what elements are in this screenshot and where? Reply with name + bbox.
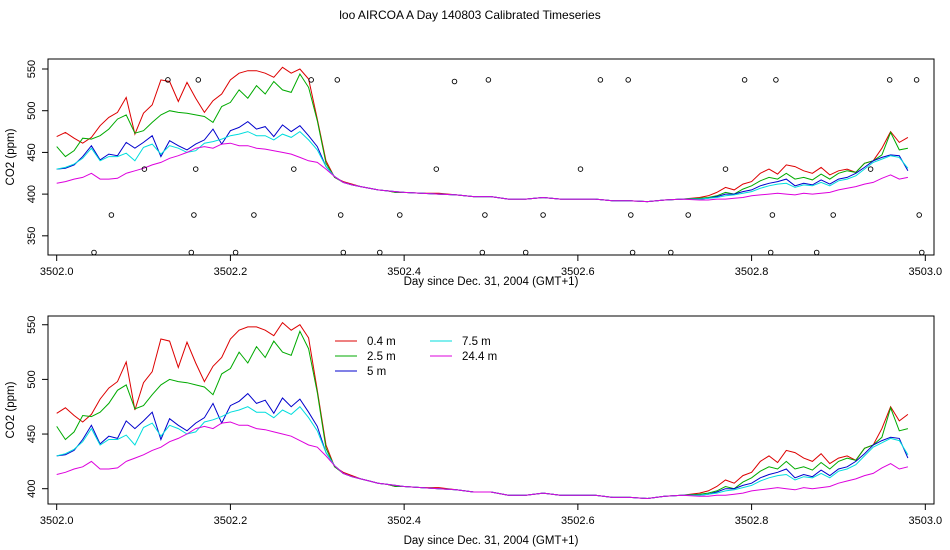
chart-title: loo AIRCOA A Day 140803 Calibrated Times… (339, 8, 600, 22)
bottom-y-tick-label: 550 (26, 316, 38, 334)
bottom-series-line-24-4-m (56, 421, 909, 500)
top-x-tick-label: 3502.4 (387, 266, 421, 278)
top-y-tick-label: 550 (26, 60, 38, 78)
calibration-point (919, 249, 925, 256)
calibration-point (479, 249, 486, 256)
bottom-x-tick-label: 3502.0 (40, 515, 74, 527)
calibration-point (522, 249, 529, 256)
bottom-x-tick-label: 3502.8 (735, 515, 769, 527)
calibration-point (91, 249, 97, 256)
top-y-tick-label: 500 (26, 102, 38, 120)
calibration-point (192, 166, 199, 172)
calibration-point (886, 77, 893, 83)
calibration-point (813, 249, 820, 256)
legend-label: 5 m (367, 366, 386, 378)
bottom-panel: 3502.0 3502.2 3502.4 3502.6 3502.8 3503.0 400… (5, 315, 942, 547)
top-y-tick-label: 450 (26, 143, 38, 161)
calibration-point (377, 249, 383, 256)
legend-label: 24.4 m (462, 351, 497, 363)
calibration-point (337, 212, 344, 218)
calibration-point (830, 212, 836, 218)
calibration-point (597, 77, 604, 83)
top-y-tick-label: 350 (26, 227, 38, 245)
bottom-series-line-5-m (56, 392, 909, 500)
bottom-x-tick-label: 3502.6 (561, 515, 595, 527)
bottom-y-tick-label: 450 (26, 425, 38, 443)
calibration-point (685, 212, 691, 218)
legend-label: 0.4 m (367, 336, 396, 348)
calibration-point (628, 212, 634, 218)
bottom-y-tick-label: 400 (26, 480, 38, 498)
bottom-series-group (56, 321, 909, 500)
calibration-point (291, 166, 297, 172)
calibration-point (722, 166, 729, 172)
top-series-line-5-m (56, 120, 909, 203)
top-y-axis-label: CO2 (ppm) (5, 128, 17, 185)
bottom-x-tick-label: 3503.0 (908, 515, 942, 527)
calibration-point (625, 77, 631, 83)
calibration-point (485, 77, 492, 83)
bottom-x-axis-label: Day since Dec. 31, 2004 (GMT+1) (404, 535, 579, 547)
calibration-point (577, 166, 584, 172)
top-series-group (56, 66, 909, 203)
bottom-y-axis-label: CO2 (ppm) (5, 381, 17, 438)
top-series-line-0-4-m (56, 66, 909, 203)
calibration-point (188, 249, 195, 256)
calibration-point (308, 77, 314, 83)
top-x-tick-label: 3502.2 (214, 266, 248, 278)
calibration-point (629, 249, 636, 256)
top-y-axis: 350 400 450 500 550 (26, 60, 49, 245)
calibration-point (334, 77, 341, 83)
bottom-x-tick-label: 3502.2 (214, 515, 248, 527)
calibration-point (767, 249, 774, 256)
calibration-point (141, 166, 148, 172)
top-x-tick-label: 3502.0 (40, 266, 74, 278)
calibration-point (769, 212, 776, 218)
bottom-y-tick-label: 500 (26, 370, 38, 388)
calibration-point (482, 212, 488, 218)
calibration-point (913, 77, 920, 83)
top-y-tick-label: 400 (26, 185, 38, 203)
top-x-axis: 3502.0 3502.2 3502.4 3502.6 3502.8 3503.0 (40, 254, 942, 278)
calibration-point (433, 166, 440, 172)
calibration-point (195, 77, 202, 83)
calibration-point (108, 212, 115, 218)
calibration-point (741, 77, 748, 83)
top-x-tick-label: 3502.6 (561, 266, 595, 278)
calibration-point (340, 249, 347, 256)
bottom-series-line-7-5-m (56, 405, 909, 500)
bottom-y-axis: 400 450 500 550 (26, 316, 49, 498)
calibration-point (451, 78, 458, 85)
calibration-point (773, 77, 779, 83)
calibration-point (916, 212, 922, 218)
calibration-point (191, 212, 197, 218)
top-panel: 3502.0 3502.2 3502.4 3502.6 3502.8 3503.0 350… (5, 58, 942, 288)
top-series-line-24-4-m (56, 142, 908, 203)
calibration-point (251, 212, 257, 218)
calibration-point (668, 249, 674, 256)
top-x-axis-label: Day since Dec. 31, 2004 (GMT+1) (404, 276, 579, 288)
bottom-x-tick-label: 3502.4 (387, 515, 421, 527)
top-x-tick-label: 3503.0 (908, 266, 942, 278)
calibration-point (540, 212, 546, 218)
top-calibration-points (91, 77, 925, 256)
bottom-x-axis: 3502.0 3502.2 3502.4 3502.6 3502.8 3503.0 (40, 503, 942, 527)
top-plot-frame (47, 58, 935, 256)
top-x-tick-label: 3502.8 (735, 266, 769, 278)
top-series-line-7-5-m (56, 130, 909, 203)
top-series-line-2-5-m (56, 72, 908, 203)
legend-label: 2.5 m (367, 351, 396, 363)
calibration-point (867, 166, 874, 172)
bottom-series-line-0-4-m (56, 321, 909, 500)
calibration-point (397, 212, 403, 218)
legend-label: 7.5 m (462, 336, 491, 348)
legend: 0.4 m 2.5 m 5 m 7.5 m 24.4 m (335, 336, 497, 378)
calibration-point (165, 77, 171, 83)
calibration-point (232, 249, 239, 256)
